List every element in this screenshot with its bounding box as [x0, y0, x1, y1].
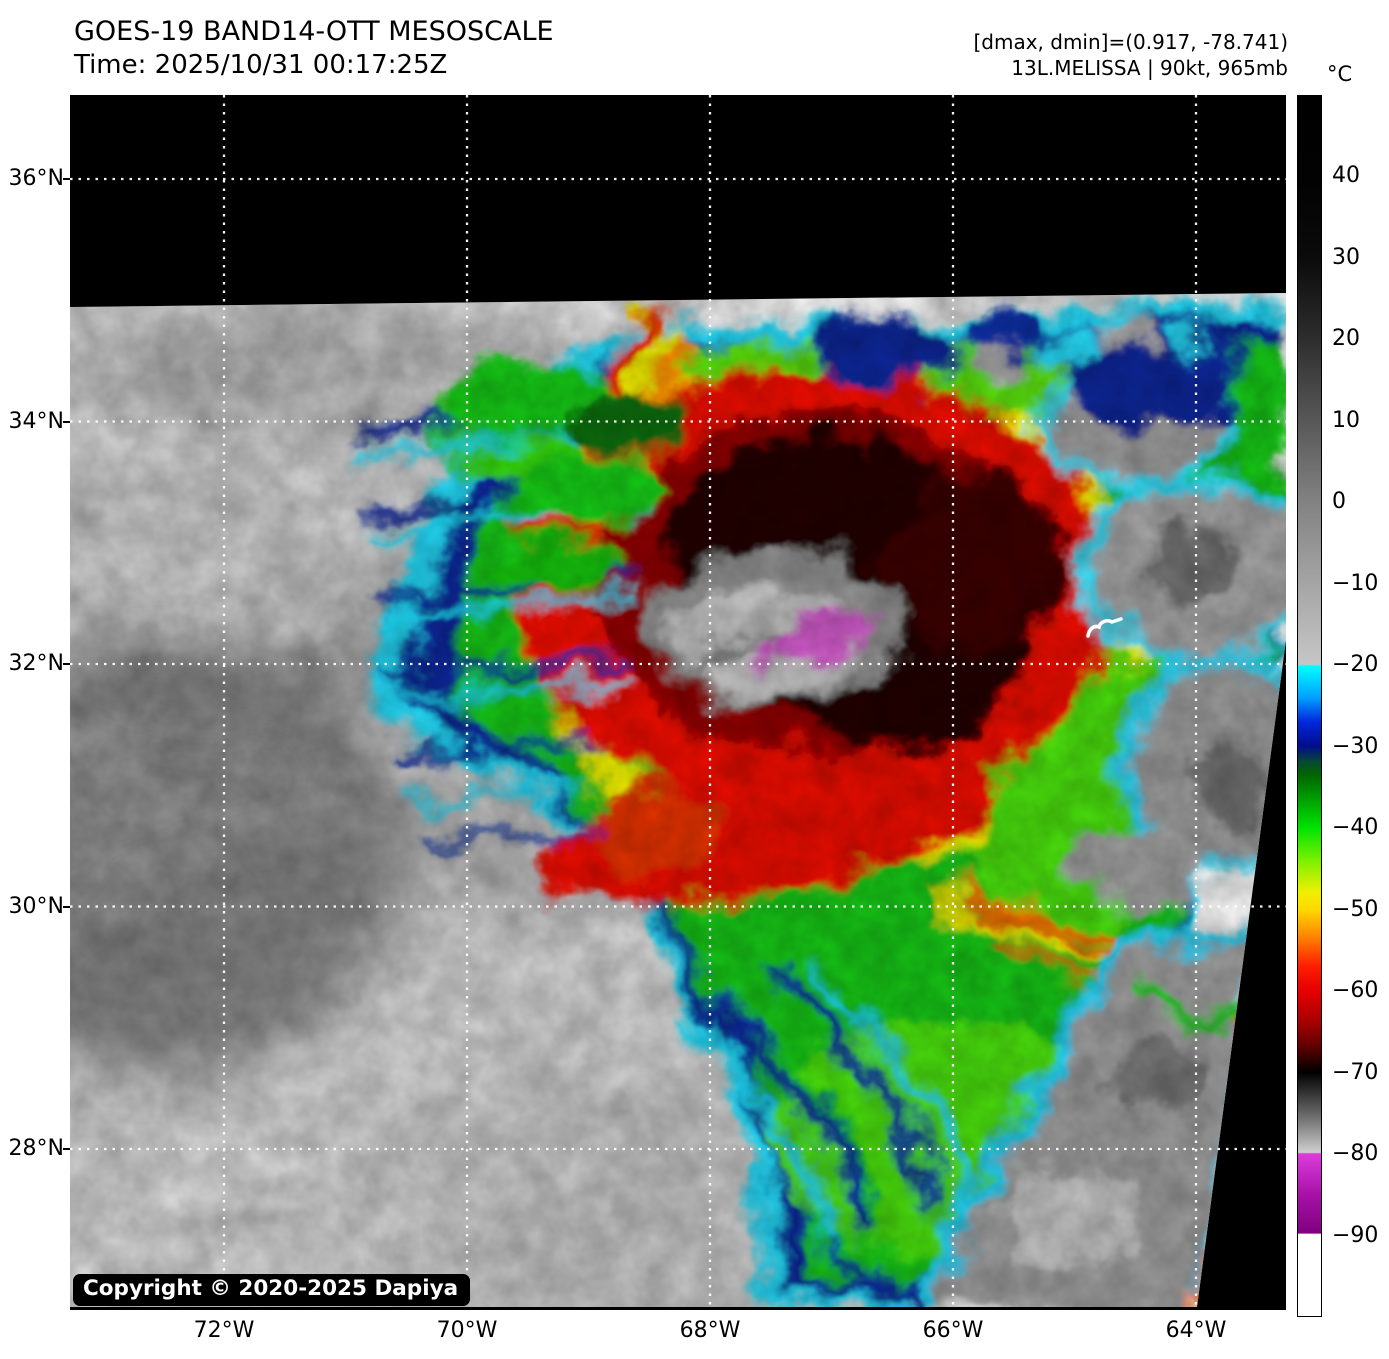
colorbar-tick-label: 10	[1332, 407, 1360, 433]
colorbar-tick-label: −30	[1332, 733, 1379, 759]
product-title: GOES-19 BAND14-OTT MESOSCALE	[74, 16, 554, 47]
latlon-gridlines	[70, 95, 1286, 1310]
lon-axis-label: 72°W	[193, 1318, 255, 1343]
lat-axis-tick	[63, 1148, 70, 1150]
satellite-image	[70, 95, 1286, 1310]
colorbar-tick-label: −50	[1332, 896, 1379, 922]
satellite-map: Copyright © 2020-2025 Dapiya	[70, 95, 1286, 1310]
bermuda-outline	[1086, 617, 1123, 638]
colorbar	[1297, 95, 1322, 1317]
lat-axis-tick	[63, 420, 70, 423]
dmax-dmin-readout: [dmax, dmin]=(0.917, -78.741)	[973, 30, 1288, 54]
colorbar-tick-label: 30	[1332, 244, 1360, 270]
colorbar-tick-label: −80	[1332, 1141, 1379, 1167]
lat-axis-label: 30°N	[8, 893, 64, 919]
copyright-badge: Copyright © 2020-2025 Dapiya	[73, 1274, 471, 1306]
colorbar-tick-label: −70	[1332, 1059, 1379, 1085]
lon-axis-label: 68°W	[679, 1318, 741, 1343]
lat-axis-label: 28°N	[8, 1136, 64, 1161]
colorbar-tick-label: 40	[1332, 163, 1360, 189]
colorbar-tick-label: −90	[1332, 1222, 1379, 1248]
lon-axis-label: 66°W	[922, 1318, 984, 1343]
colorbar-tick-label: 20	[1332, 326, 1360, 352]
storm-status-readout: 13L.MELISSA | 90kt, 965mb	[1011, 56, 1288, 80]
colorbar-tick-label: −10	[1332, 570, 1379, 596]
colorbar-unit-label: °C	[1327, 62, 1353, 86]
lat-axis-tick	[63, 663, 70, 665]
lat-axis-tick	[63, 905, 70, 908]
lon-axis-label: 70°W	[436, 1318, 498, 1343]
cloud-mottle-overlay	[70, 293, 1286, 1307]
lat-axis-label: 34°N	[8, 408, 64, 434]
satellite-imagery-footprint	[70, 293, 1286, 1307]
lat-axis-label: 36°N	[8, 166, 64, 191]
colorbar-tick-label: 0	[1332, 489, 1346, 515]
lon-axis-label: 64°W	[1165, 1318, 1227, 1343]
colorbar-tick-label: −60	[1332, 978, 1379, 1004]
product-time: Time: 2025/10/31 00:17:25Z	[74, 50, 448, 80]
lat-axis-tick	[63, 178, 70, 180]
colorbar-tick-label: −20	[1332, 652, 1379, 678]
colorbar-tick-label: −40	[1332, 815, 1379, 841]
lat-axis-label: 32°N	[8, 651, 64, 676]
